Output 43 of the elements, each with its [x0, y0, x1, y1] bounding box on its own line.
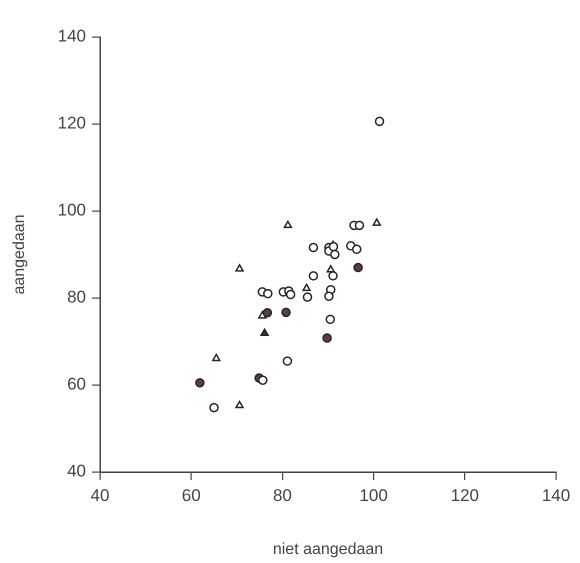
point: [212, 354, 220, 362]
point: [260, 328, 269, 336]
y-tick-label: 80: [67, 288, 86, 307]
point: [328, 242, 338, 252]
x-tick-label: 100: [359, 486, 388, 505]
y-tick-label: 60: [67, 374, 86, 394]
point: [322, 333, 332, 343]
y-tick-label: 100: [58, 200, 86, 220]
point: [326, 264, 335, 272]
point: [352, 244, 362, 254]
x-tick-label: 60: [182, 486, 201, 505]
point: [281, 308, 291, 318]
point: [263, 288, 273, 298]
x-tick-label: 80: [272, 486, 292, 505]
point: [282, 356, 292, 366]
point: [284, 220, 292, 228]
point: [324, 292, 334, 302]
point: [235, 400, 244, 408]
point: [286, 290, 296, 300]
point: [326, 314, 336, 324]
point: [302, 284, 311, 292]
x-tick-label: 40: [90, 486, 110, 505]
point: [353, 262, 363, 272]
point: [372, 218, 382, 226]
point: [374, 116, 384, 126]
x-axis-title: niet aangedaan: [272, 540, 384, 558]
point: [354, 220, 364, 230]
y-axis-title: aangedaan: [11, 214, 28, 295]
x-tick-label: 140: [542, 486, 570, 505]
point: [262, 308, 272, 318]
point: [235, 264, 244, 272]
point: [330, 250, 340, 260]
point: [328, 271, 338, 281]
point: [302, 292, 312, 302]
y-tick-label: 140: [58, 26, 86, 46]
point: [258, 375, 268, 385]
y-tick-label: 40: [67, 462, 86, 481]
y-tick-label: 120: [58, 114, 86, 133]
x-tick-label: 120: [450, 486, 479, 505]
point: [308, 242, 318, 252]
point: [195, 378, 205, 388]
point: [308, 271, 318, 281]
point: [209, 402, 219, 412]
